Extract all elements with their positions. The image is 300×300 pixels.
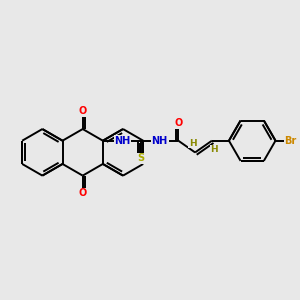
Text: O: O (79, 106, 87, 116)
Text: O: O (174, 118, 182, 128)
Text: H: H (210, 146, 218, 154)
Text: O: O (79, 188, 87, 198)
Text: NH: NH (152, 136, 168, 146)
Text: S: S (137, 153, 145, 164)
Text: H: H (189, 139, 196, 148)
Text: Br: Br (284, 136, 296, 146)
Text: NH: NH (114, 136, 130, 146)
